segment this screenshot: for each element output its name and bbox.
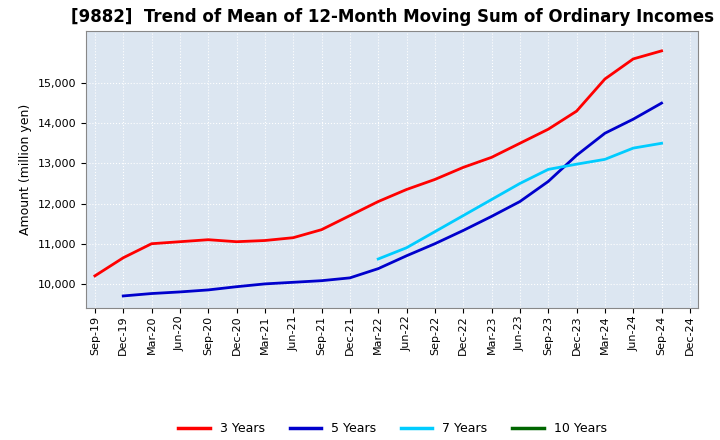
Title: [9882]  Trend of Mean of 12-Month Moving Sum of Ordinary Incomes: [9882] Trend of Mean of 12-Month Moving … (71, 8, 714, 26)
Y-axis label: Amount (million yen): Amount (million yen) (19, 104, 32, 235)
Legend: 3 Years, 5 Years, 7 Years, 10 Years: 3 Years, 5 Years, 7 Years, 10 Years (174, 418, 611, 440)
